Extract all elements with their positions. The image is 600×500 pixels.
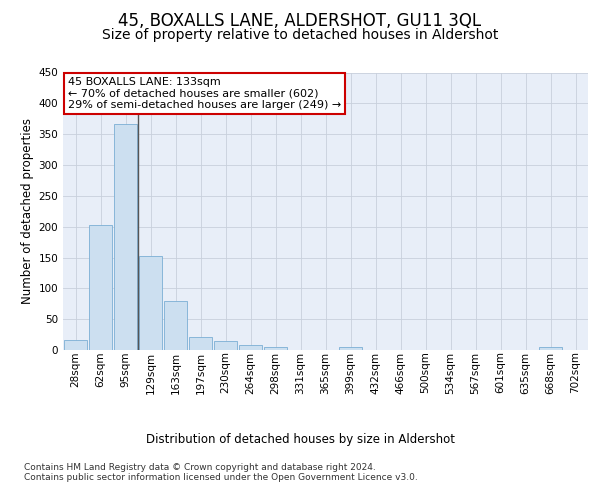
Text: 45, BOXALLS LANE, ALDERSHOT, GU11 3QL: 45, BOXALLS LANE, ALDERSHOT, GU11 3QL [118,12,482,30]
Bar [64,340,87,350]
Bar [114,124,137,350]
Y-axis label: Number of detached properties: Number of detached properties [21,118,34,304]
Text: Distribution of detached houses by size in Aldershot: Distribution of detached houses by size … [146,432,455,446]
Bar [89,226,112,350]
Bar [239,345,262,350]
Bar [139,256,162,350]
Bar [189,337,212,350]
Bar [164,302,187,350]
Text: Size of property relative to detached houses in Aldershot: Size of property relative to detached ho… [102,28,498,42]
Text: 45 BOXALLS LANE: 133sqm
← 70% of detached houses are smaller (602)
29% of semi-d: 45 BOXALLS LANE: 133sqm ← 70% of detache… [68,76,341,110]
Text: Contains HM Land Registry data © Crown copyright and database right 2024.
Contai: Contains HM Land Registry data © Crown c… [24,462,418,482]
Bar [264,347,287,350]
Bar [214,342,237,350]
Bar [539,347,562,350]
Bar [339,347,362,350]
